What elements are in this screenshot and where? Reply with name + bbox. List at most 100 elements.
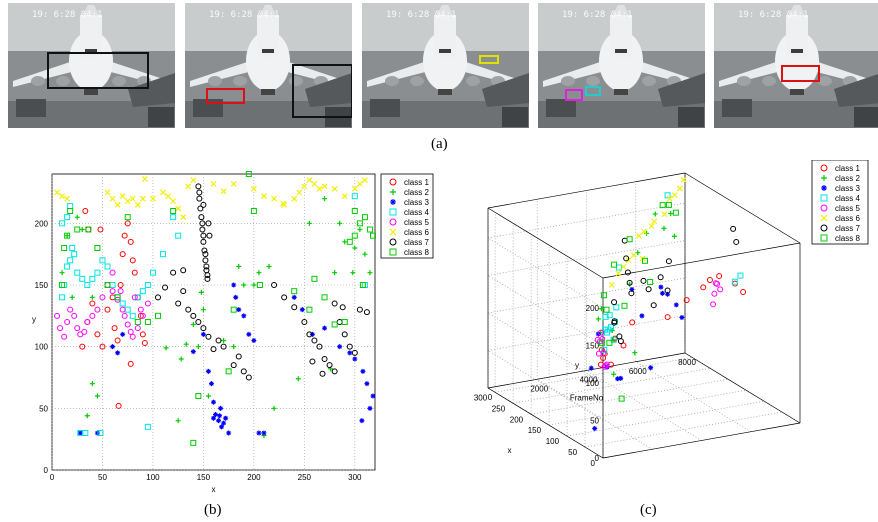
data-point [679, 314, 685, 320]
data-point [59, 282, 66, 288]
data-point [220, 343, 227, 350]
data-point [672, 209, 679, 216]
data-point [311, 180, 318, 187]
data-point [185, 183, 192, 190]
data-point [110, 344, 116, 350]
data-point [363, 309, 370, 316]
data-point [89, 275, 96, 282]
data-point [661, 211, 668, 218]
data-point [109, 269, 116, 276]
data-point [99, 257, 106, 264]
data-point [211, 399, 216, 405]
data-point [629, 319, 636, 326]
data-point [190, 321, 196, 327]
data-point [367, 405, 373, 411]
data-point [204, 272, 211, 279]
data-point [251, 338, 257, 343]
data-point [59, 220, 66, 227]
data-point [341, 193, 348, 200]
data-point [139, 331, 146, 338]
data-point [731, 278, 738, 285]
data-point [240, 368, 247, 375]
data-point [97, 430, 104, 436]
data-point [124, 214, 131, 221]
data-point [160, 251, 167, 258]
detection-box [781, 65, 820, 82]
data-point [149, 269, 156, 276]
data-point [611, 261, 618, 268]
data-point [322, 325, 328, 331]
caption-b: (b) [204, 502, 222, 518]
legend-marker [820, 224, 828, 232]
detection-box [292, 64, 352, 118]
legend-marker [389, 238, 397, 246]
data-point [370, 393, 376, 399]
frame-image: 19: 6:28 04:1 [538, 3, 705, 128]
data-point [359, 282, 366, 288]
data-point [671, 192, 678, 199]
data-point [607, 324, 614, 331]
data-point [623, 255, 630, 262]
data-point [124, 220, 131, 227]
data-point [109, 195, 116, 202]
data-point [611, 299, 618, 306]
data-point [357, 227, 363, 232]
data-point [84, 282, 91, 288]
data-point [624, 269, 631, 276]
data-point [319, 370, 326, 377]
legend-label: class 6 [835, 214, 860, 223]
data-point [322, 196, 328, 202]
data-point [94, 331, 101, 338]
caption-a: (a) [431, 136, 448, 152]
data-point [178, 356, 184, 362]
data-point [356, 306, 363, 313]
data-point [610, 336, 617, 343]
data-point [84, 413, 90, 419]
frame-timestamp: 19: 6:28 04:1 [32, 10, 102, 20]
data-point [664, 192, 671, 199]
data-point [618, 375, 624, 381]
data-point [210, 346, 217, 353]
data-point [296, 189, 303, 196]
data-point [356, 220, 363, 227]
x-tick-label: 300 [348, 473, 362, 482]
data-point [321, 294, 328, 301]
x-axis-label: x [508, 446, 512, 455]
data-point [332, 270, 338, 276]
data-point [241, 282, 247, 288]
legend-marker [821, 185, 827, 191]
data-point [641, 228, 647, 235]
data-point [67, 257, 74, 264]
data-point [94, 306, 101, 313]
data-point [246, 331, 252, 337]
data-point [339, 304, 346, 311]
x-tick-label: 200 [247, 473, 261, 482]
data-point [196, 189, 203, 196]
data-point [602, 362, 609, 369]
data-point [732, 280, 739, 287]
data-point [170, 208, 177, 214]
data-point [600, 292, 607, 299]
data-point [221, 338, 227, 343]
legend-label: class 6 [404, 228, 429, 237]
z-tick-label: 0 [488, 393, 493, 402]
data-point [131, 269, 138, 276]
data-point [241, 313, 247, 319]
data-point [200, 238, 207, 245]
data-point [200, 307, 206, 313]
data-point [211, 415, 216, 421]
data-point [337, 344, 343, 350]
data-point [141, 339, 148, 346]
data-point [77, 430, 83, 436]
data-point [198, 214, 205, 221]
data-point [291, 294, 297, 300]
data-point [154, 294, 161, 301]
y-tick-label: 200 [35, 219, 49, 228]
data-point [221, 420, 227, 426]
data-point [666, 195, 673, 202]
data-point [230, 180, 237, 187]
data-point [639, 313, 645, 319]
video-frame-1: 19: 6:28 04:1 [8, 3, 175, 128]
data-point [356, 180, 363, 187]
